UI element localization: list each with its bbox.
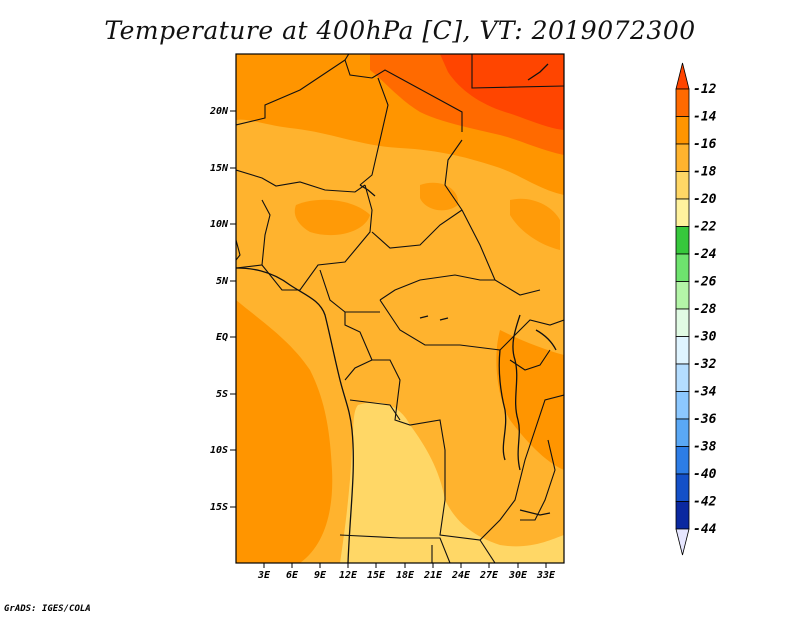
legend-label: -38 — [693, 440, 717, 455]
svg-text:20N: 20N — [209, 106, 229, 117]
legend-swatch — [675, 418, 690, 447]
legend-swatch — [675, 253, 690, 282]
lat-tick: EQ — [216, 332, 236, 343]
chart-title: Temperature at 400hPa [C], VT: 201907230… — [104, 16, 696, 45]
legend-swatch — [675, 116, 690, 145]
svg-text:9E: 9E — [314, 570, 327, 581]
legend-label: -34 — [693, 385, 717, 400]
legend-label: -14 — [693, 110, 717, 125]
lon-tick: 15E — [367, 563, 386, 581]
svg-text:15N: 15N — [210, 163, 229, 174]
lat-tick: 20N — [209, 106, 236, 117]
legend-swatch — [675, 62, 690, 90]
country-borders — [236, 54, 564, 563]
legend-swatch — [675, 308, 690, 337]
legend-swatch — [675, 363, 690, 392]
coastlines — [236, 63, 557, 563]
lat-tick: 5S — [216, 389, 236, 400]
lon-tick: 18E — [396, 563, 415, 581]
svg-text:15E: 15E — [367, 570, 386, 581]
legend-swatch — [675, 171, 690, 200]
legend-swatch — [675, 336, 690, 365]
legend-swatch — [675, 501, 690, 530]
legend-swatch — [675, 198, 690, 227]
color-legend: -12 -14 -16 -18 -20 -22 -24 -26 -28 -30 -32 -34 -36 -… — [675, 62, 717, 556]
legend-label: -22 — [693, 220, 717, 235]
legend-label: -44 — [693, 522, 717, 537]
svg-text:6E: 6E — [286, 570, 299, 581]
latitude-axis: 20N 15N 10N 5N EQ 5S 10S 15S — [209, 106, 236, 513]
legend-label: -36 — [693, 412, 717, 427]
lat-tick: 5N — [216, 276, 236, 287]
lon-tick: 9E — [314, 563, 327, 581]
legend-swatch — [675, 446, 690, 475]
legend-swatch — [675, 473, 690, 502]
svg-text:33E: 33E — [536, 570, 556, 581]
legend-swatch — [675, 88, 690, 117]
lat-tick: 15N — [210, 163, 236, 174]
svg-text:24E: 24E — [451, 570, 471, 581]
grads-credit: GrADS: IGES/COLA — [4, 604, 91, 614]
temperature-field — [236, 54, 564, 563]
lat-tick: 10N — [210, 219, 236, 230]
svg-text:5N: 5N — [216, 276, 229, 287]
lon-tick: 30E — [508, 563, 528, 581]
legend-label: -16 — [693, 137, 717, 152]
lat-tick: 15S — [210, 502, 236, 513]
legend-label: -12 — [693, 82, 717, 97]
svg-text:27E: 27E — [479, 570, 499, 581]
legend-swatch — [675, 143, 690, 172]
legend-label: -26 — [693, 275, 717, 290]
legend-label: -40 — [693, 467, 717, 482]
legend-swatch — [675, 391, 690, 420]
legend-label: -32 — [693, 357, 717, 372]
svg-text:3E: 3E — [257, 570, 271, 581]
lon-tick: 12E — [339, 563, 358, 581]
legend-swatch — [675, 281, 690, 310]
map-frame — [235, 53, 565, 564]
svg-text:EQ: EQ — [216, 332, 228, 343]
svg-text:10N: 10N — [210, 219, 229, 230]
svg-text:18E: 18E — [396, 570, 415, 581]
lon-tick: 21E — [423, 563, 443, 581]
legend-swatch — [675, 226, 690, 255]
lon-tick: 24E — [451, 563, 471, 581]
legend-label: -24 — [693, 247, 717, 262]
svg-text:21E: 21E — [423, 570, 443, 581]
legend-label: -30 — [693, 330, 717, 345]
legend-label: -20 — [693, 192, 717, 207]
legend-label: -18 — [693, 165, 717, 180]
legend-swatch — [675, 528, 690, 556]
svg-text:30E: 30E — [508, 570, 528, 581]
longitude-axis: 3E 6E 9E 12E 15E 18E 21E 24E 27E 30E 33E — [257, 563, 556, 581]
svg-text:10S: 10S — [210, 445, 228, 456]
legend-label: -42 — [693, 495, 717, 510]
svg-text:5S: 5S — [216, 389, 228, 400]
lon-tick: 6E — [286, 563, 299, 581]
lon-tick: 27E — [479, 563, 499, 581]
lon-tick: 33E — [536, 563, 556, 581]
lat-tick: 10S — [210, 445, 236, 456]
legend-label: -28 — [693, 302, 717, 317]
lon-tick: 3E — [257, 563, 271, 581]
svg-text:12E: 12E — [339, 570, 358, 581]
svg-text:15S: 15S — [210, 502, 228, 513]
